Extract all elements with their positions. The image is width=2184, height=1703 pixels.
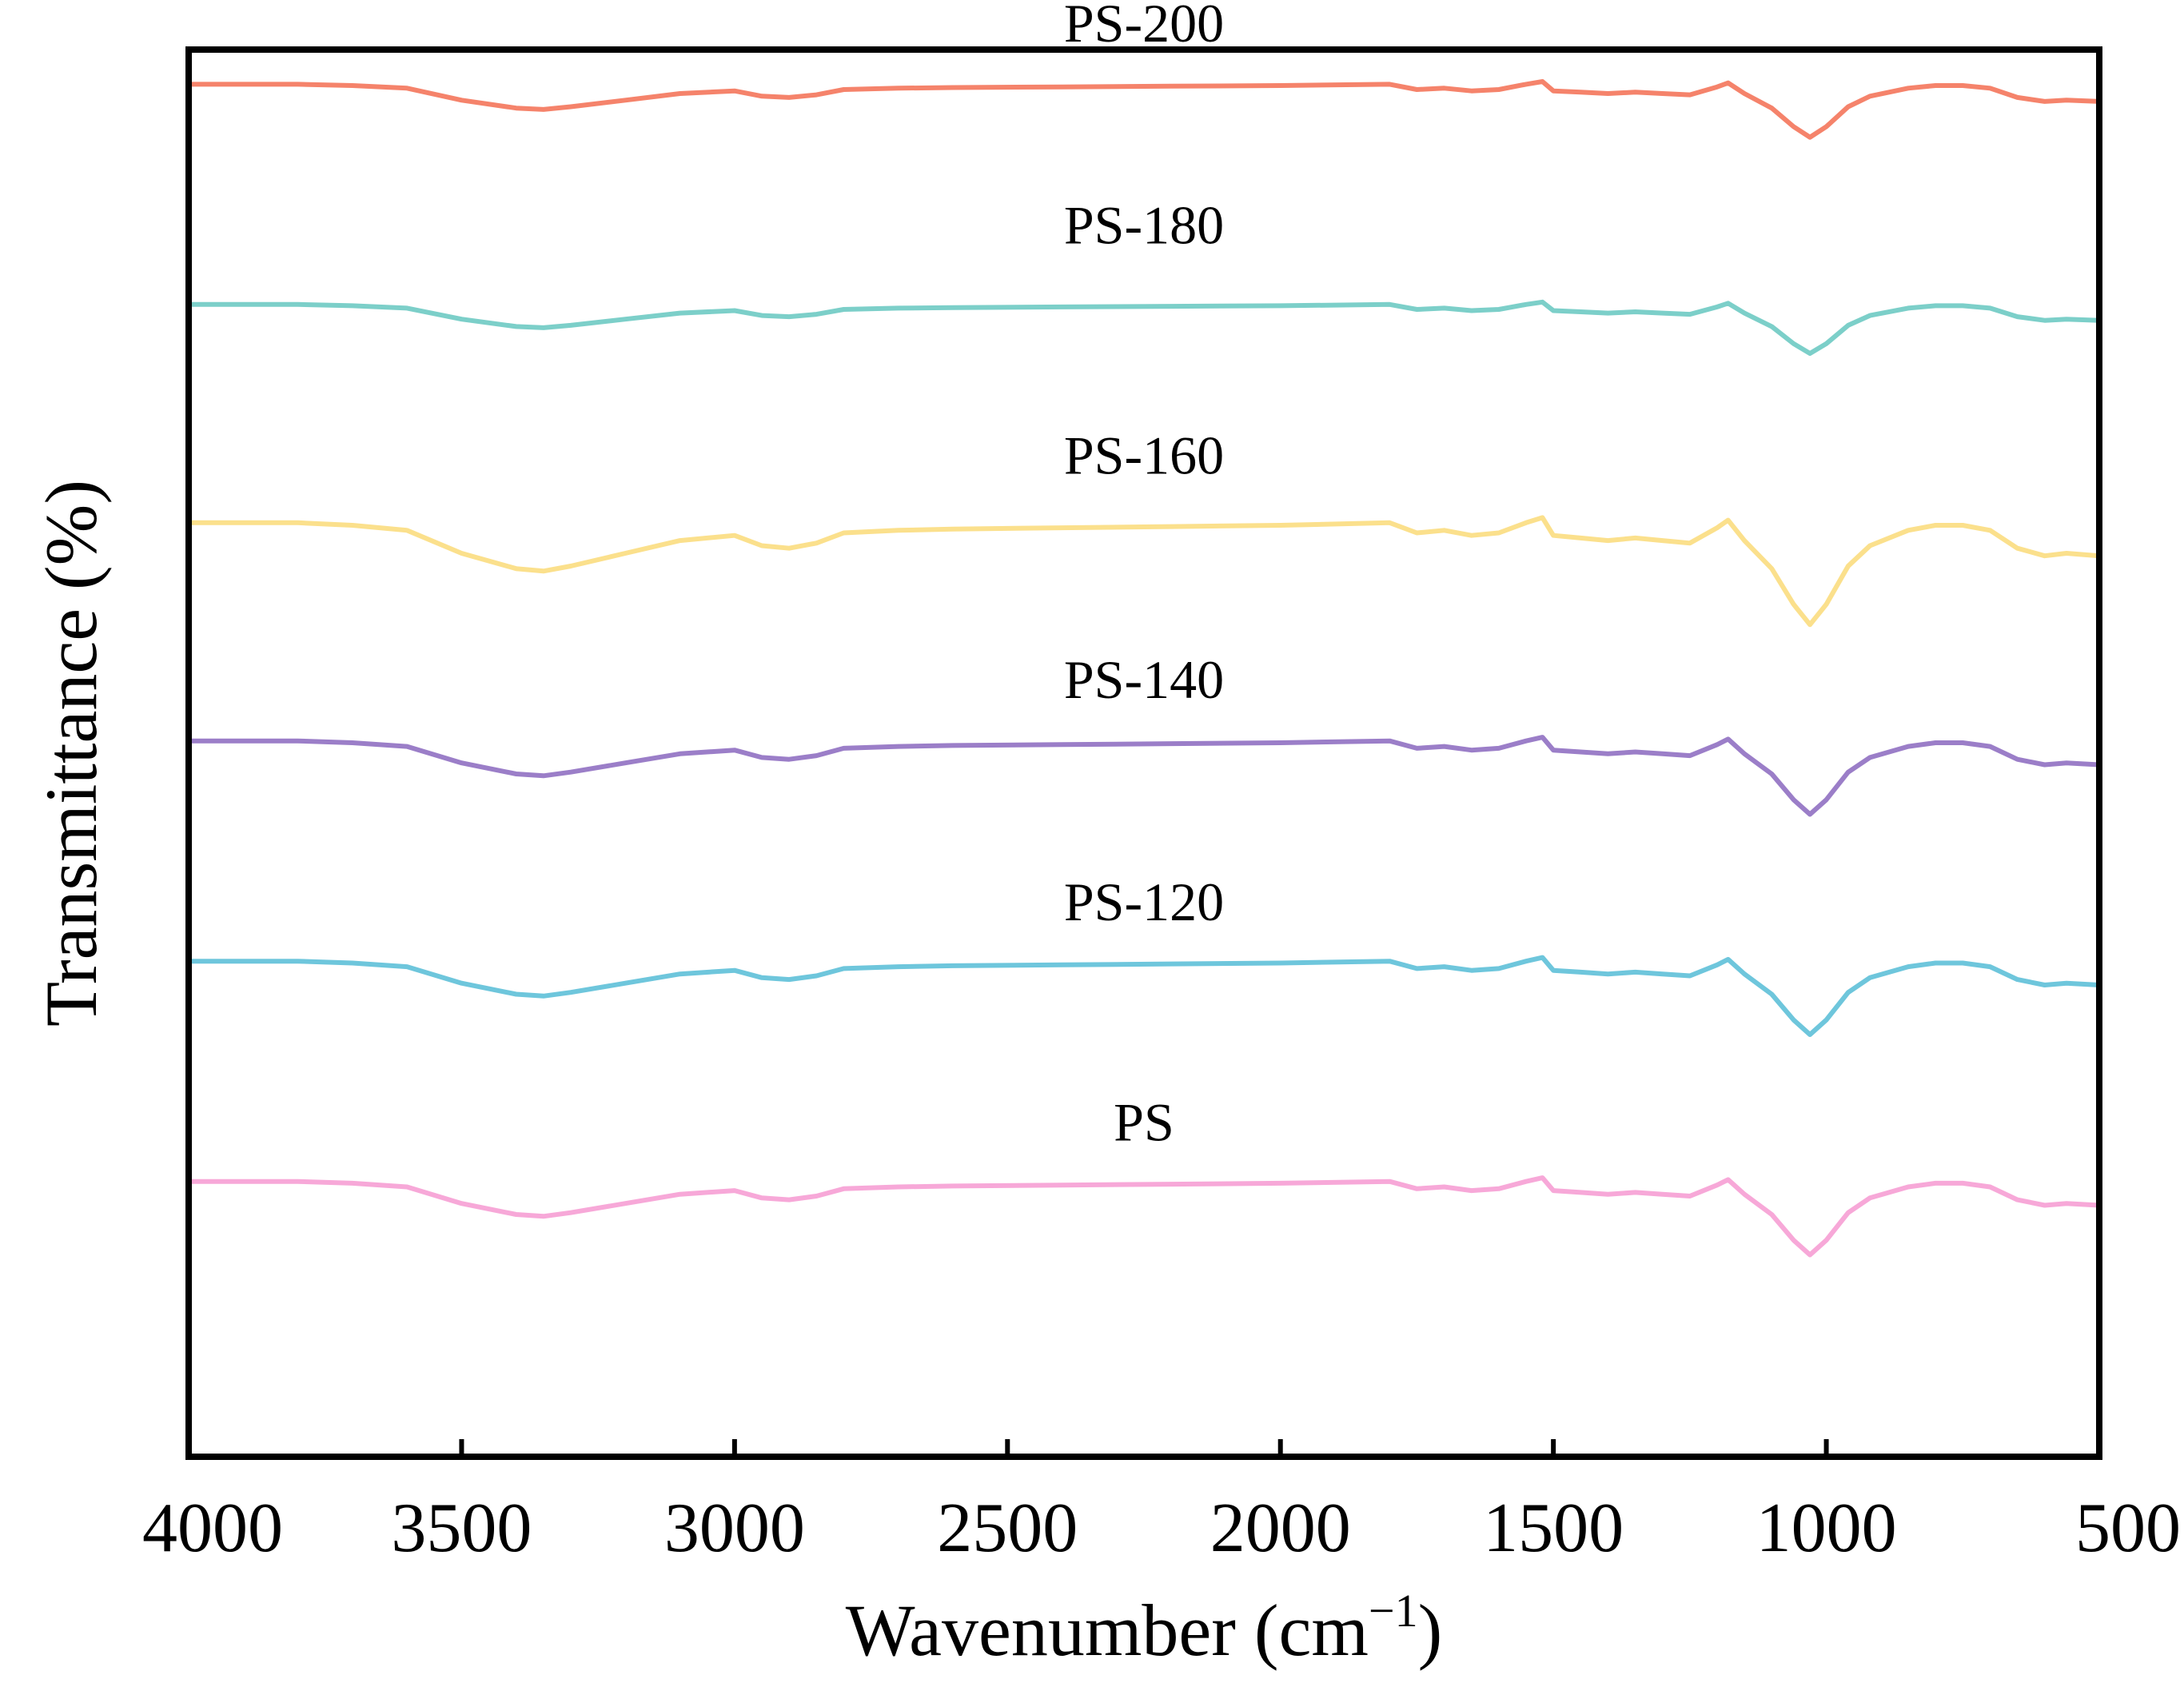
x-tick-label-4000: 4000 bbox=[142, 1490, 283, 1567]
x-axis-title-main: Wavenumber (cm bbox=[846, 1589, 1369, 1671]
x-tick-label-1000: 1000 bbox=[1756, 1490, 1897, 1567]
x-tick-label-3500: 3500 bbox=[391, 1490, 532, 1567]
series-line-ps-120 bbox=[186, 955, 2102, 1037]
series-label-ps-140: PS-140 bbox=[1064, 649, 1224, 710]
series-label-layer: PS PS-120 PS-140 PS-160 PS-180 PS-200 bbox=[1064, 0, 1224, 1153]
x-axis-title-superscript: −1 bbox=[1369, 1585, 1418, 1637]
series-line-ps-160 bbox=[186, 515, 2102, 628]
x-axis-title: Wavenumber (cm−1) bbox=[846, 1585, 1443, 1671]
x-axis-ticks: 4000 3500 3000 2500 2000 1500 1000 500 bbox=[142, 1439, 2181, 1567]
series-label-ps-180: PS-180 bbox=[1064, 194, 1224, 255]
x-tick-label-3000: 3000 bbox=[664, 1490, 805, 1567]
x-tick-label-1500: 1500 bbox=[1483, 1490, 1624, 1567]
x-tick-label-2500: 2500 bbox=[937, 1490, 1078, 1567]
x-tick-label-500: 500 bbox=[2075, 1490, 2181, 1567]
series-line-ps bbox=[186, 1175, 2102, 1258]
x-axis-title-close: ) bbox=[1418, 1589, 1443, 1671]
series-label-ps-200: PS-200 bbox=[1064, 0, 1224, 54]
series-label-ps-120: PS-120 bbox=[1064, 871, 1224, 932]
y-axis-title: Transmittance (%) bbox=[30, 480, 112, 1027]
series-label-ps: PS bbox=[1114, 1092, 1174, 1153]
series-line-ps-200 bbox=[186, 79, 2102, 140]
series-line-ps-140 bbox=[186, 735, 2102, 817]
series-line-ps-180 bbox=[186, 299, 2102, 357]
series-label-ps-160: PS-160 bbox=[1064, 425, 1224, 486]
x-tick-label-2000: 2000 bbox=[1210, 1490, 1351, 1567]
plot-frame bbox=[185, 46, 2102, 1460]
